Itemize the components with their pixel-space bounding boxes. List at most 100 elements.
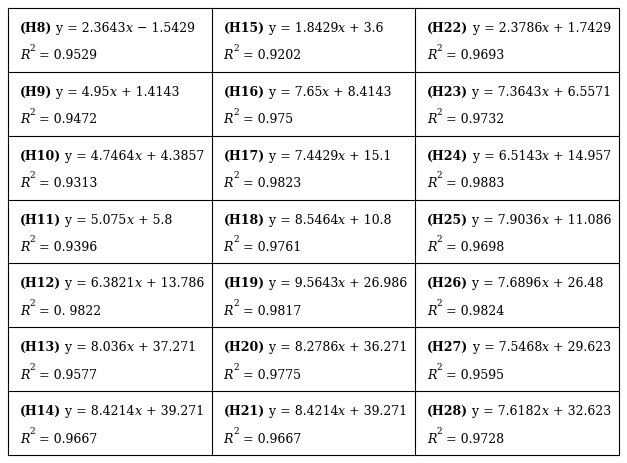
Text: y = 4.7464: y = 4.7464 — [61, 150, 135, 163]
Text: + 36.271: + 36.271 — [345, 341, 408, 354]
Text: y = 7.6896: y = 7.6896 — [468, 277, 542, 290]
Text: (H24): (H24) — [428, 150, 468, 163]
Text: = 0.9693: = 0.9693 — [442, 50, 505, 63]
Text: R: R — [224, 369, 233, 382]
Text: R: R — [20, 305, 29, 318]
Text: x: x — [338, 22, 345, 35]
Text: 2: 2 — [29, 44, 35, 53]
Text: + 3.6: + 3.6 — [345, 22, 384, 35]
Text: 2: 2 — [233, 363, 239, 372]
Text: 2: 2 — [29, 171, 35, 181]
Text: + 29.623: + 29.623 — [549, 341, 611, 354]
Text: = 0.9667: = 0.9667 — [239, 432, 301, 445]
Text: x: x — [338, 150, 345, 163]
Text: x: x — [127, 213, 134, 226]
Text: (H20): (H20) — [224, 341, 265, 354]
Text: = 0.9595: = 0.9595 — [442, 369, 504, 382]
Text: = 0.9761: = 0.9761 — [239, 241, 301, 254]
Text: y = 7.4429: y = 7.4429 — [265, 150, 338, 163]
Text: 2: 2 — [437, 107, 442, 117]
Text: 2: 2 — [233, 427, 239, 436]
Text: + 13.786: + 13.786 — [142, 277, 204, 290]
Text: x: x — [135, 277, 142, 290]
Text: y = 6.5143: y = 6.5143 — [468, 150, 542, 163]
Text: x: x — [322, 86, 329, 99]
Text: x: x — [339, 405, 345, 418]
Text: y = 4.95: y = 4.95 — [53, 86, 110, 99]
Text: x: x — [135, 150, 142, 163]
Text: = 0.9698: = 0.9698 — [442, 241, 505, 254]
Text: 2: 2 — [29, 427, 35, 436]
Text: R: R — [224, 177, 233, 190]
Text: (H23): (H23) — [428, 86, 468, 99]
Text: y = 6.3821: y = 6.3821 — [61, 277, 135, 290]
Text: (H9): (H9) — [20, 86, 53, 99]
Text: + 26.986: + 26.986 — [345, 277, 408, 290]
Text: = 0. 9822: = 0. 9822 — [35, 305, 101, 318]
Text: + 39.271: + 39.271 — [345, 405, 408, 418]
Text: R: R — [224, 305, 233, 318]
Text: R: R — [224, 241, 233, 254]
Text: 2: 2 — [437, 363, 442, 372]
Text: (H17): (H17) — [224, 150, 265, 163]
Text: (H15): (H15) — [224, 22, 265, 35]
Text: (H25): (H25) — [428, 213, 468, 226]
Text: = 0.9775: = 0.9775 — [239, 369, 301, 382]
Text: y = 7.3643: y = 7.3643 — [468, 86, 542, 99]
Text: x: x — [542, 213, 549, 226]
Text: x: x — [338, 277, 345, 290]
Text: 2: 2 — [233, 299, 239, 308]
Text: x: x — [542, 22, 549, 35]
Text: (H16): (H16) — [224, 86, 265, 99]
Text: R: R — [20, 241, 29, 254]
Text: R: R — [428, 113, 437, 126]
Text: 2: 2 — [437, 427, 442, 436]
Text: x: x — [135, 405, 142, 418]
Text: + 8.4143: + 8.4143 — [329, 86, 392, 99]
Text: R: R — [224, 113, 233, 126]
Text: (H14): (H14) — [20, 405, 61, 418]
Text: (H26): (H26) — [428, 277, 468, 290]
Text: y = 8.4214: y = 8.4214 — [61, 405, 135, 418]
Text: y = 8.2786: y = 8.2786 — [265, 341, 339, 354]
Text: = 0.9577: = 0.9577 — [35, 369, 97, 382]
Text: = 0.975: = 0.975 — [239, 113, 293, 126]
Text: (H21): (H21) — [224, 405, 265, 418]
Text: y = 2.3643: y = 2.3643 — [53, 22, 126, 35]
Text: + 14.957: + 14.957 — [549, 150, 611, 163]
Text: 2: 2 — [233, 235, 239, 244]
Text: y = 8.5464: y = 8.5464 — [265, 213, 339, 226]
Text: x: x — [542, 405, 549, 418]
Text: 2: 2 — [437, 44, 442, 53]
Text: + 4.3857: + 4.3857 — [142, 150, 204, 163]
Text: = 0.9396: = 0.9396 — [35, 241, 97, 254]
Text: = 0.9529: = 0.9529 — [35, 50, 97, 63]
Text: 2: 2 — [29, 299, 35, 308]
Text: R: R — [428, 369, 437, 382]
Text: x: x — [542, 341, 549, 354]
Text: R: R — [20, 369, 29, 382]
Text: R: R — [428, 305, 437, 318]
Text: = 0.9472: = 0.9472 — [35, 113, 97, 126]
Text: = 0.9313: = 0.9313 — [35, 177, 97, 190]
Text: y = 7.9036: y = 7.9036 — [468, 213, 542, 226]
Text: R: R — [428, 241, 437, 254]
Text: x: x — [542, 150, 549, 163]
Text: x: x — [339, 213, 345, 226]
Text: − 1.5429: − 1.5429 — [133, 22, 195, 35]
Text: + 32.623: + 32.623 — [549, 405, 611, 418]
Text: = 0.9728: = 0.9728 — [442, 432, 505, 445]
Text: R: R — [428, 50, 437, 63]
Text: R: R — [20, 432, 29, 445]
Text: + 1.4143: + 1.4143 — [117, 86, 179, 99]
Text: + 5.8: + 5.8 — [134, 213, 172, 226]
Text: + 11.086: + 11.086 — [549, 213, 611, 226]
Text: + 37.271: + 37.271 — [134, 341, 196, 354]
Text: y = 8.036: y = 8.036 — [61, 341, 127, 354]
Text: R: R — [20, 50, 29, 63]
Text: 2: 2 — [29, 363, 35, 372]
Text: 2: 2 — [437, 235, 442, 244]
Text: = 0.9824: = 0.9824 — [442, 305, 505, 318]
Text: R: R — [224, 50, 233, 63]
Text: (H19): (H19) — [224, 277, 265, 290]
